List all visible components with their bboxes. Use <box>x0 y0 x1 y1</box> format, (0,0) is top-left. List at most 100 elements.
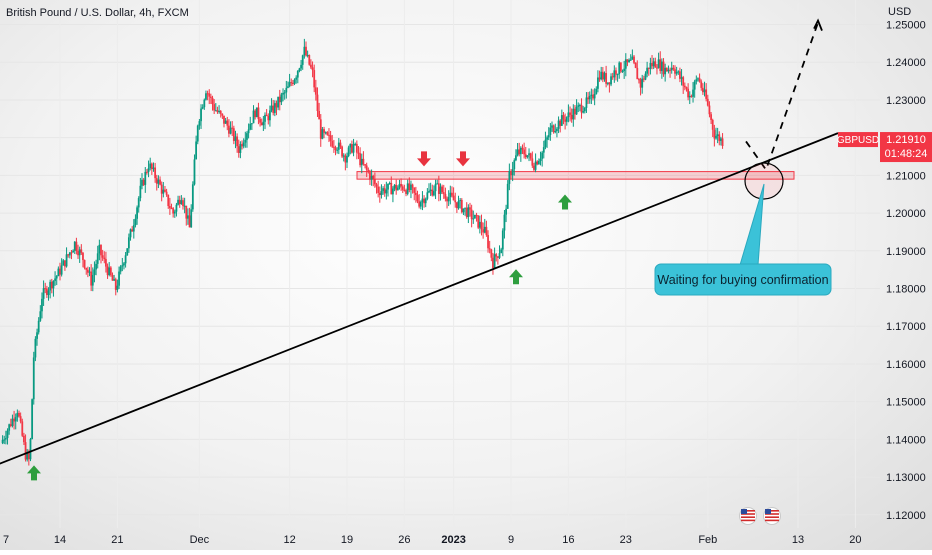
candle-body <box>68 252 71 256</box>
candle-body <box>395 184 398 191</box>
candle-body <box>700 81 703 88</box>
candle-body <box>180 200 183 205</box>
candle-body <box>75 241 78 251</box>
candle-body <box>298 68 301 71</box>
candle-body <box>433 191 435 196</box>
candle-body <box>656 67 658 69</box>
candle-body <box>141 179 143 186</box>
candle-body <box>367 169 370 173</box>
candle-body <box>582 111 585 113</box>
candle-body <box>444 193 447 199</box>
trendline <box>0 132 839 465</box>
candle-body <box>295 77 298 80</box>
candle-body <box>221 113 224 116</box>
candle-body <box>337 142 340 150</box>
candle-body <box>78 249 81 256</box>
candle-body <box>559 120 562 126</box>
candle-body <box>209 96 212 98</box>
candle-body <box>613 70 616 78</box>
candle-body <box>296 70 299 78</box>
candle-body <box>715 135 717 139</box>
countdown-label: 01:48:24 <box>885 148 928 160</box>
candle-body <box>713 129 716 139</box>
candle-body <box>113 279 116 281</box>
candle-body <box>86 269 89 273</box>
candle-body <box>67 254 70 256</box>
y-tick-label: 1.15000 <box>886 397 926 409</box>
candle-body <box>144 171 147 185</box>
candle-body <box>45 288 48 296</box>
candle-body <box>31 399 34 440</box>
candle-body <box>631 56 634 60</box>
candle-body <box>436 183 439 185</box>
candle-body <box>556 128 558 131</box>
candle-body <box>116 285 119 290</box>
candle-body <box>677 71 680 73</box>
candle-body <box>360 158 363 166</box>
candle-body <box>173 211 176 214</box>
candle-body <box>23 435 25 443</box>
last-price-label: 1.21910 <box>886 134 926 146</box>
candle-body <box>265 114 268 117</box>
candle-body <box>621 70 624 72</box>
candle-body <box>336 149 339 151</box>
candle-body <box>608 82 611 85</box>
candle-body <box>201 107 204 109</box>
candle-body <box>339 142 342 147</box>
candle-body <box>187 215 189 219</box>
flag-us-icon[interactable] <box>763 507 781 525</box>
candle-body <box>705 89 708 99</box>
candle-body <box>428 190 430 193</box>
candle-body <box>401 186 404 190</box>
candle-body <box>162 189 165 194</box>
currency-label: USD <box>888 6 911 18</box>
candle-body <box>462 208 465 213</box>
candle-body <box>390 182 393 195</box>
candle-body <box>413 187 416 193</box>
candle-body <box>324 132 327 134</box>
flag-us-icon[interactable] <box>739 507 757 525</box>
candle-body <box>441 186 444 193</box>
candle-body <box>234 136 237 141</box>
candle-body <box>649 62 652 69</box>
candle-body <box>118 271 120 286</box>
candle-body <box>165 191 168 195</box>
candle-body <box>487 235 489 249</box>
candle-body <box>662 61 665 75</box>
y-tick-label: 1.12000 <box>886 510 926 522</box>
candle-body <box>528 153 530 156</box>
candle-body <box>4 438 7 440</box>
candle-body <box>541 152 544 159</box>
candle-body <box>654 61 657 68</box>
candle-body <box>651 62 653 67</box>
down-arrow-icon <box>456 151 470 167</box>
candle-body <box>515 155 517 161</box>
candle-body <box>236 136 239 147</box>
candle-body <box>52 280 55 289</box>
candle-body <box>533 165 535 170</box>
candle-body <box>542 147 545 153</box>
candle-body <box>19 416 22 422</box>
candle-body <box>418 201 421 207</box>
candle-body <box>690 95 693 97</box>
x-tick-label: 12 <box>283 534 295 546</box>
candle-body <box>508 171 511 184</box>
candle-body <box>414 192 417 196</box>
callout-pointer <box>739 183 765 266</box>
candle-body <box>237 146 240 153</box>
candle-body <box>503 214 506 231</box>
candle-body <box>313 70 316 88</box>
candle-body <box>469 207 471 210</box>
candle-body <box>480 221 483 230</box>
candle-body <box>590 94 593 96</box>
candle-body <box>95 263 97 270</box>
candle-body <box>416 195 419 202</box>
candle-body <box>147 168 150 173</box>
candle-body <box>706 98 709 106</box>
candle-body <box>587 97 589 100</box>
candle-body <box>131 229 134 232</box>
candle-body <box>679 71 681 79</box>
candle-body <box>319 119 322 139</box>
candle-body <box>519 147 522 155</box>
candle-body <box>247 129 250 134</box>
